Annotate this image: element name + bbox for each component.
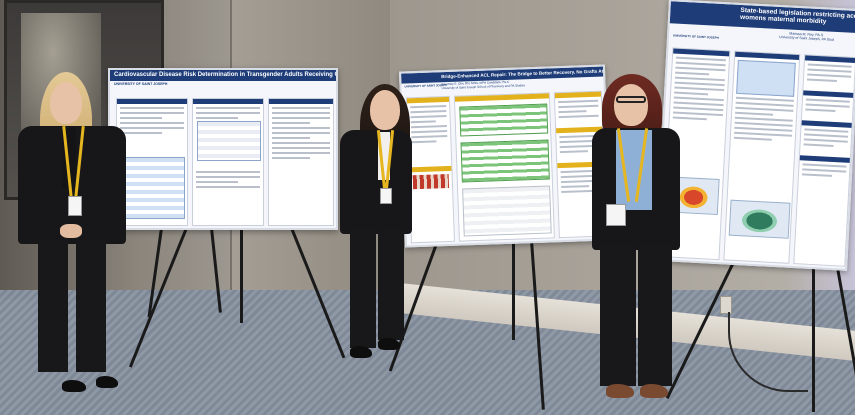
pants [378,230,404,340]
poster-column [116,98,188,226]
hands [60,224,82,238]
pants [600,246,636,386]
shoe [62,380,86,392]
poster-table [462,185,552,237]
poster-acl-repair: Bridge-Enhanced ACL Repair: The Bridge t… [398,64,612,248]
poster-column [453,92,555,242]
poster-column [192,98,264,226]
easel-leg [812,262,815,412]
shoe [96,376,118,388]
poster-table [197,121,261,161]
university-logo-text: UNIVERSITY OF SAINT JOSEPH [114,82,168,86]
shoe [606,384,634,398]
name-badge [68,196,82,216]
poster-table [121,157,185,219]
pants [38,240,68,372]
poster-column [723,50,801,264]
face [370,90,400,130]
poster-table [459,103,549,137]
us-map-figure [728,199,791,239]
shoe [378,338,400,350]
black-blazer [340,130,412,234]
name-badge [606,204,626,226]
poster-state-legislation: State-based legislation restricting acce… [655,0,855,271]
poster-cardiovascular: Cardiovascular Disease Risk Determinatio… [108,68,338,230]
glasses [616,96,646,103]
pants [350,230,376,348]
face [614,84,648,126]
face [50,82,82,124]
poster-column [405,95,455,244]
wall-outlet [720,296,732,314]
pants [638,246,672,386]
poster-column [268,98,334,226]
pants [76,240,106,372]
poster-column [793,54,855,267]
poster-title: Cardiovascular Disease Risk Determinatio… [110,70,336,81]
shoe [640,384,668,398]
name-badge [380,188,392,204]
poster-table [460,139,550,183]
shoe [350,346,372,358]
easel-leg [512,230,515,340]
easel-leg [240,228,243,323]
